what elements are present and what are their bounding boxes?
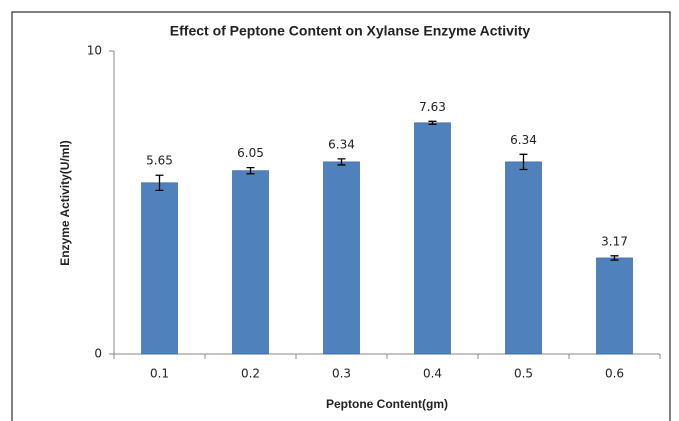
- x-tick-label: 0.1: [150, 367, 169, 381]
- bar: [505, 161, 542, 355]
- data-label: 7.63: [419, 100, 446, 114]
- bar: [596, 257, 633, 355]
- y-tick-label: 10: [87, 44, 102, 58]
- bar: [141, 182, 178, 355]
- error-bar: [519, 153, 528, 171]
- error-bar: [155, 174, 164, 192]
- y-axis-title: Enzyme Activity(U/ml): [58, 140, 72, 266]
- y-tick-label: 0: [94, 347, 102, 361]
- data-label: 6.34: [510, 133, 537, 147]
- data-label: 5.65: [146, 154, 173, 168]
- bar: [232, 170, 269, 355]
- x-tick-label: 0.4: [423, 367, 442, 381]
- bar: [323, 161, 360, 355]
- x-tick-label: 0.2: [241, 367, 260, 381]
- error-bar: [246, 167, 255, 175]
- x-tick-label: 0.5: [514, 367, 533, 381]
- data-label: 6.34: [328, 137, 355, 151]
- data-label: 3.17: [601, 234, 628, 248]
- x-tick-label: 0.6: [605, 367, 624, 381]
- x-axis-title: Peptone Content(gm): [326, 397, 448, 411]
- error-bar: [428, 120, 437, 125]
- data-label: 6.05: [237, 146, 264, 160]
- chart-border: [11, 11, 671, 421]
- x-tick-label: 0.3: [332, 367, 351, 381]
- error-bar: [610, 255, 619, 261]
- error-bar: [337, 158, 346, 166]
- chart-title: Effect of Peptone Content on Xylanse Enz…: [170, 23, 531, 39]
- bar: [414, 122, 451, 355]
